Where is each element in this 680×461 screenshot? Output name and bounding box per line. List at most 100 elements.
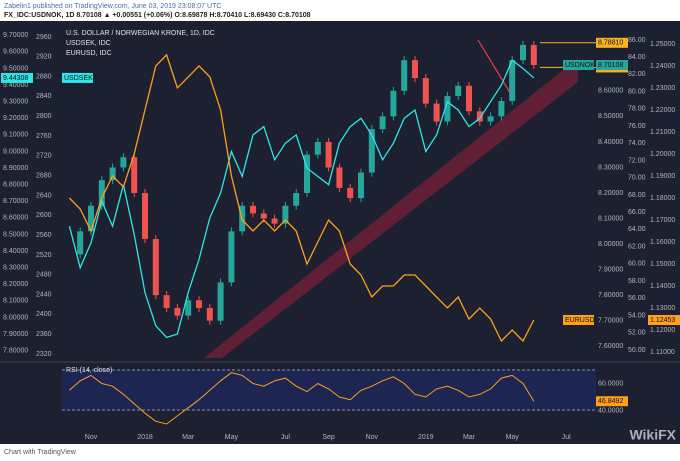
candle [163, 295, 170, 308]
candle [487, 116, 494, 122]
candle [120, 157, 127, 168]
y-tick-label: 62.00 [628, 243, 646, 250]
y-tick-label: 8.60000 [3, 215, 28, 222]
price-tag-value: 8.70108 [598, 62, 623, 69]
legend-entry: U.S. DOLLAR / NORWEGIAN KRONE, 1D, IDC [66, 30, 215, 37]
y-tick-label: 8.40000 [3, 248, 28, 255]
candle [217, 282, 224, 321]
y-tick-label: 86.00 [628, 37, 646, 44]
y-tick-label: 1.17000 [650, 217, 675, 224]
y-tick-label: 8.90000 [3, 165, 28, 172]
series-tag [563, 60, 594, 71]
y-tick-label: 2560 [36, 232, 52, 239]
watermark: WikiFX [629, 427, 676, 443]
y-tick-label: 80.00 [628, 88, 646, 95]
y-tick-label: 8.00000 [598, 241, 623, 248]
series-line [68, 53, 535, 343]
level-label: 8.78810 [598, 40, 623, 47]
x-tick-label: 2019 [418, 434, 434, 441]
y-tick-label: 2720 [36, 153, 52, 160]
y-tick-label: 2920 [36, 54, 52, 61]
y-tick-label: 40.0000 [598, 407, 623, 414]
y-tick-label: 2960 [36, 34, 52, 41]
y-tick-label: 9.30000 [3, 99, 28, 106]
candle [152, 238, 159, 296]
y-tick-label: 9.10000 [3, 132, 28, 139]
y-tick-label: 56.00 [628, 295, 646, 302]
candle [77, 231, 84, 255]
series-tag [62, 72, 93, 83]
y-tick-label: 2440 [36, 291, 52, 298]
y-tick-label: 1.16000 [650, 239, 675, 246]
y-tick-label: 2680 [36, 173, 52, 180]
y-tick-label: 2880 [36, 73, 52, 80]
candle [304, 154, 310, 193]
y-tick-label: 9.00000 [3, 148, 28, 155]
y-tick-label: 2400 [36, 311, 52, 318]
legend-entry: EURUSD, IDC [66, 50, 112, 57]
y-tick-label: 74.00 [628, 140, 646, 147]
y-tick-label: 2800 [36, 113, 52, 120]
y-tick-label: 72.00 [628, 157, 646, 164]
y-tick-label: 8.60000 [598, 88, 623, 95]
candle [422, 78, 429, 104]
y-tick-label: 8.10000 [598, 215, 623, 222]
candle [498, 101, 505, 117]
y-tick-label: 60.0000 [598, 380, 623, 387]
y-tick-label: 1.18000 [650, 195, 675, 202]
y-tick-label: 7.80000 [598, 292, 623, 299]
candle [282, 205, 289, 224]
y-tick-label: 9.50000 [3, 65, 28, 72]
y-tick-label: 7.80000 [3, 348, 28, 355]
trend-line [477, 39, 513, 97]
y-tick-label: 8.50000 [3, 231, 28, 238]
candle [476, 111, 483, 122]
candle [196, 300, 202, 308]
candle [412, 60, 418, 79]
x-tick-label: Nov [85, 434, 98, 441]
candle [174, 307, 181, 316]
trend-channel [204, 58, 578, 358]
candle [390, 90, 397, 117]
y-tick-label: 1.12000 [650, 327, 675, 334]
price-tag [596, 60, 628, 71]
y-tick-label: 1.22000 [650, 107, 675, 114]
x-tick-label: May [506, 434, 520, 441]
series-tag [563, 314, 594, 325]
publisher: Zabelin1 published on TradingView.com, J… [4, 3, 221, 10]
candle [347, 187, 354, 199]
candle [98, 180, 105, 206]
candle [368, 129, 375, 173]
y-tick-label: 68.00 [628, 192, 646, 199]
candle [206, 307, 213, 321]
candle [444, 95, 451, 122]
y-tick-label: 2480 [36, 272, 52, 279]
candle [520, 44, 526, 61]
candle [293, 193, 300, 206]
y-tick-label: 8.80000 [3, 182, 28, 189]
y-tick-label: 9.70000 [3, 32, 28, 39]
y-tick-label: 60.00 [628, 261, 646, 268]
y-tick-label: 9.20000 [3, 115, 28, 122]
x-tick-label: Nov [366, 434, 379, 441]
y-tick-label: 2320 [36, 351, 52, 358]
y-tick-label: 70.00 [628, 175, 646, 182]
price-tag-value: 1.12453 [650, 317, 675, 324]
candle [455, 85, 462, 96]
y-tick-label: 52.00 [628, 330, 646, 337]
rsi-title: RSI (14, close) [66, 367, 112, 374]
x-tick-label: 2018 [137, 434, 153, 441]
y-tick-label: 9.60000 [3, 49, 28, 56]
y-tick-label: 50.00 [628, 347, 646, 354]
y-tick-label: 1.19000 [650, 173, 675, 180]
candle [358, 172, 364, 199]
y-tick-label: 2640 [36, 192, 52, 199]
rsi-band [62, 370, 596, 410]
candle [314, 141, 321, 155]
price-tag-value: 9.44308 [3, 75, 28, 82]
y-tick-label: 7.90000 [598, 266, 623, 273]
y-tick-label: 1.23000 [650, 85, 675, 92]
candle [109, 167, 116, 181]
candle [509, 60, 516, 102]
